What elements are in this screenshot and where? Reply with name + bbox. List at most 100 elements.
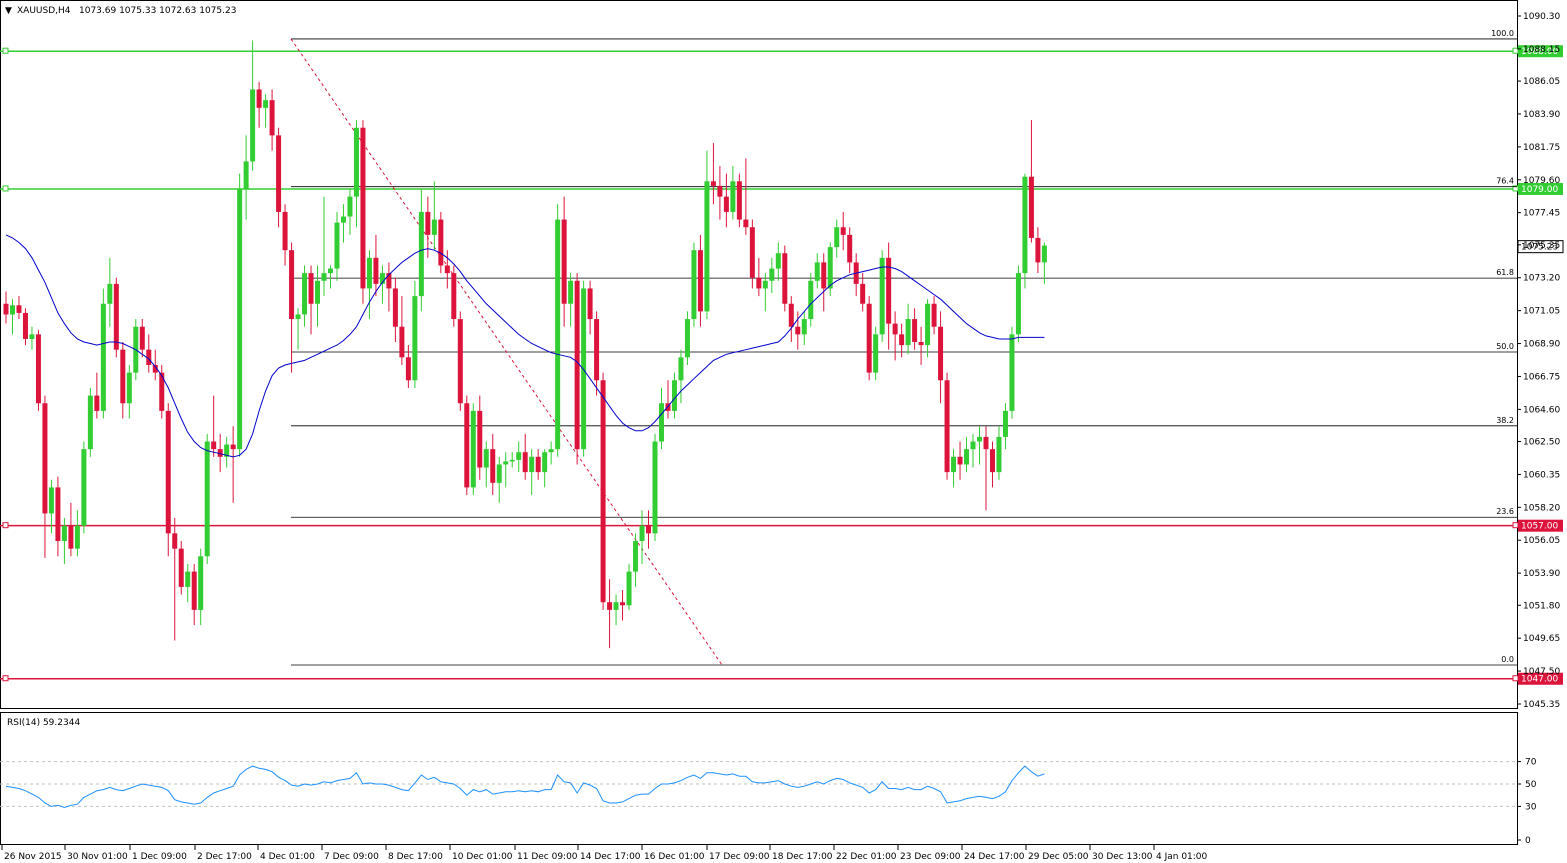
price-tick-label: 1062.50 (1523, 438, 1560, 448)
price-tick-label: 1066.75 (1523, 372, 1560, 382)
candle-body (613, 602, 619, 610)
candle-body (574, 280, 580, 450)
candle-body (496, 464, 502, 483)
candle-body (185, 571, 191, 587)
candle-body (704, 181, 710, 312)
candle-body (315, 280, 321, 304)
line-price-label: 1047.00 (1521, 675, 1558, 685)
candle-body (61, 525, 67, 541)
candle-body (892, 323, 898, 335)
candle-body (529, 456, 535, 473)
rsi-panel[interactable] (0, 712, 1518, 845)
candle-body (418, 211, 424, 297)
candle-body (782, 253, 788, 304)
candle-body (905, 319, 911, 346)
candle-body (340, 216, 346, 223)
candle-body (931, 303, 937, 327)
time-tick-label: 23 Dec 09:00 (900, 852, 961, 862)
candle-body (282, 211, 288, 251)
horizontal-lines-layer: 1088.00 1079.00 1057.00 1047.00 1075.23 (0, 45, 1564, 685)
price-tick-label: 1058.20 (1523, 503, 1560, 513)
fib-level-label: 50.0 (1496, 342, 1514, 351)
candle-body (250, 89, 256, 162)
candle-body (801, 319, 807, 335)
candle-body (425, 211, 431, 235)
candle-body (217, 449, 223, 457)
candle-body (769, 268, 775, 281)
candle-body (412, 296, 418, 381)
fib-level-label: 100.0 (1491, 29, 1514, 38)
candle-body (509, 459, 515, 462)
candle-body (944, 380, 950, 473)
candle-body (204, 441, 210, 557)
line-handle-left (2, 675, 9, 682)
fib-level-label: 38.2 (1496, 416, 1514, 425)
candle-body (684, 319, 690, 358)
candle-body (821, 262, 827, 289)
candle-body (120, 349, 126, 404)
candle-body (405, 357, 411, 381)
candle-body (996, 436, 1002, 473)
time-tick-label: 8 Dec 17:00 (388, 852, 443, 862)
candle-body (951, 456, 957, 473)
candle-body (211, 441, 217, 450)
candle-body (814, 262, 820, 281)
candle-body (366, 257, 372, 289)
candle-body (107, 283, 113, 304)
candle-body (295, 314, 301, 320)
candle-body (594, 319, 600, 381)
candle-body (464, 403, 470, 488)
candle-body (392, 288, 398, 327)
current-price-tag (1517, 240, 1564, 254)
rsi-line (5, 765, 1045, 809)
candle-body (730, 181, 736, 212)
candles-layer (3, 40, 1047, 649)
collapse-triangle-icon[interactable]: ▼ (5, 6, 12, 16)
candle-body (964, 449, 970, 465)
candle-body (516, 452, 522, 460)
candle-body (957, 456, 963, 465)
candle-body (1022, 176, 1028, 274)
candle-body (568, 280, 574, 304)
price-tick-label: 1049.65 (1523, 634, 1560, 644)
rsi-layer: 70 50 30 0 (0, 758, 1537, 846)
candle-body (328, 268, 333, 274)
candle-body (736, 181, 742, 220)
price-tick-label: 1073.20 (1523, 274, 1560, 284)
candle-body (48, 487, 54, 514)
time-tick-label: 16 Dec 01:00 (644, 852, 705, 862)
candle-body (230, 444, 236, 450)
candle-body (100, 303, 106, 411)
candle-body (581, 288, 587, 450)
moving-average-line (5, 234, 1045, 458)
price-tick-label: 1077.45 (1523, 209, 1560, 219)
fib-level-label: 61.8 (1496, 268, 1514, 277)
main-panel[interactable] (0, 0, 1518, 709)
candle-body (866, 303, 872, 373)
candle-body (165, 410, 171, 534)
line-price-label: 1088.00 (1521, 47, 1558, 57)
candle-body (775, 253, 781, 269)
candle-body (1009, 334, 1015, 411)
price-axis: 1090.30 1088.15 1086.05 1083.90 1081.75 1079.… (1517, 12, 1560, 710)
time-tick-label: 4 Dec 01:00 (260, 852, 315, 862)
time-axis: 26 Nov 2015 30 Nov 01:00 1 Dec 09:00 2 Dec … (1, 845, 1208, 862)
candle-body (152, 364, 158, 373)
time-tick-label: 4 Jan 01:00 (1156, 852, 1208, 862)
candle-body (808, 280, 814, 320)
candle-body (386, 273, 392, 289)
time-tick-label: 18 Dec 17:00 (772, 852, 833, 862)
line-price-tag (1518, 672, 1563, 685)
candle-body (788, 303, 794, 327)
candle-body (1015, 273, 1021, 335)
candle-body (646, 525, 652, 534)
candle-body (29, 334, 35, 339)
candle-body (3, 303, 9, 315)
candle-body (561, 219, 567, 304)
price-tick-label: 1088.15 (1523, 45, 1560, 55)
candle-body (237, 188, 243, 450)
candle-body (912, 319, 918, 343)
candle-body (431, 219, 437, 235)
fib-level-label: 23.6 (1496, 507, 1514, 516)
